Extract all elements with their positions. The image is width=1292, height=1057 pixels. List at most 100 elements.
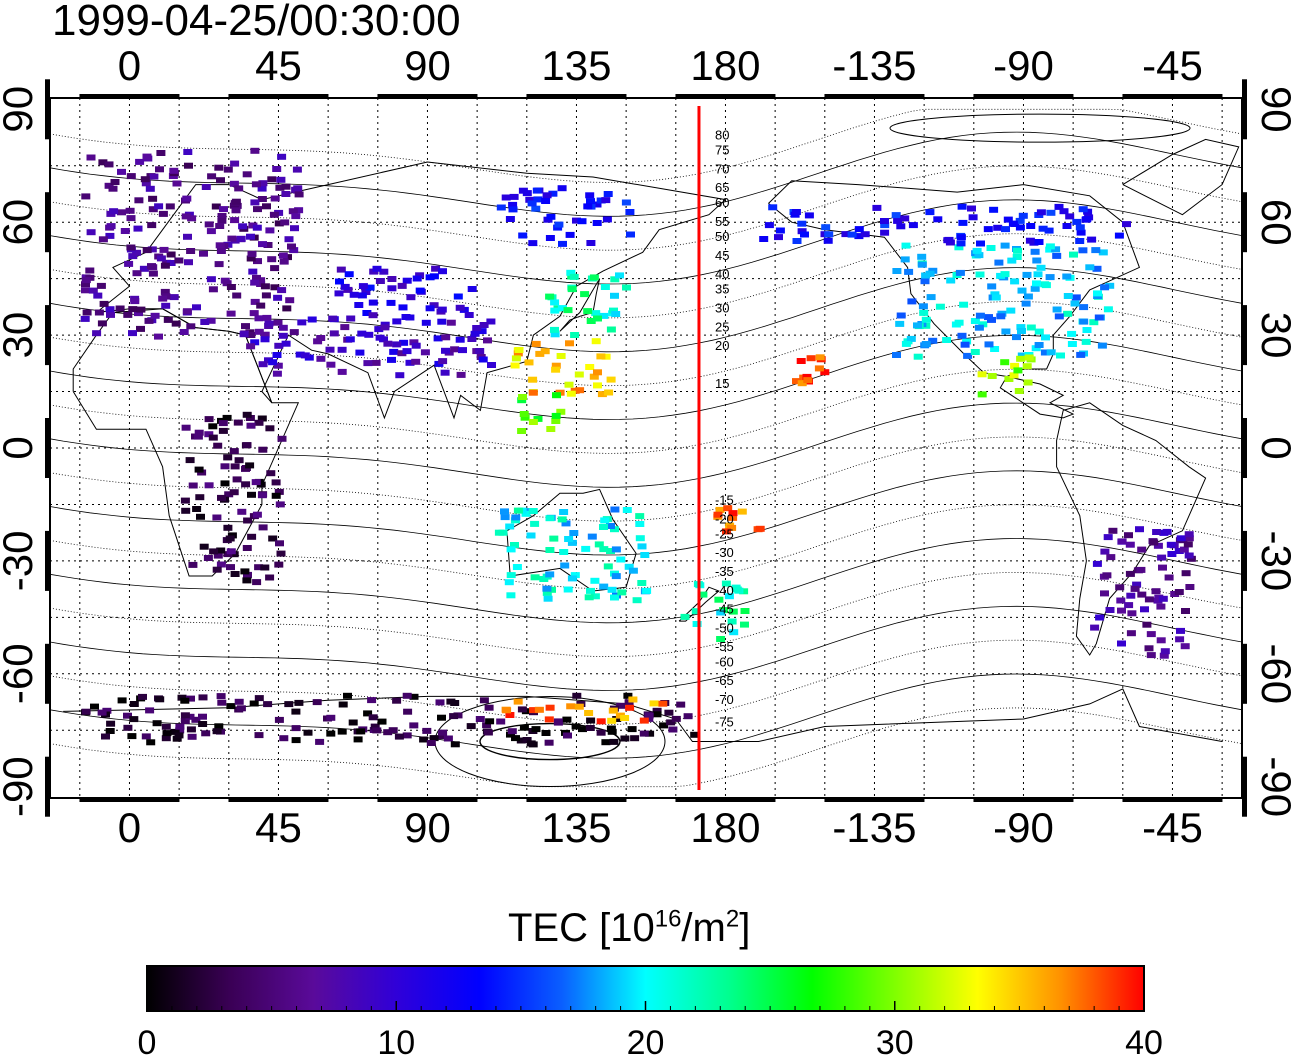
tec-cell [163,316,173,323]
tec-cell [540,348,550,355]
bottom-axis-bar [377,798,478,802]
tec-cell [630,735,640,742]
tec-cell [252,224,262,231]
tec-cell [1100,590,1109,597]
tec-cell [527,200,537,207]
tec-cell [85,267,95,274]
tec-cell [1137,591,1147,598]
tec-cell [120,228,130,234]
tec-cell [1126,630,1136,637]
tec-cell [429,735,439,742]
tec-cell [261,292,271,299]
tec-cell [1082,327,1092,333]
tec-cell [610,292,619,299]
tec-cell [441,334,451,341]
tec-cell [570,572,580,579]
tec-cell [714,596,724,603]
tec-cell [847,231,857,238]
tec-cell [606,326,616,333]
tec-cell [574,703,584,710]
tec-cell [500,508,509,515]
tec-cell [170,728,180,735]
tec-cell [1014,388,1024,394]
tec-cell [1034,342,1044,348]
tec-cell [258,361,268,368]
tec-cell [206,276,216,283]
tec-cell [1026,324,1036,331]
tec-cell [294,207,304,214]
bottom-axis-bar [675,798,776,802]
tec-cell [449,713,459,720]
tec-cell [156,150,166,156]
tec-cell [337,346,347,353]
tec-cell [238,223,248,230]
tec-cell [562,716,572,723]
contour-label: -65 [715,673,734,688]
tec-cell [607,586,617,593]
tec-cell [247,533,257,540]
tec-cell [367,697,377,704]
tec-cell [649,700,659,707]
tec-cell [272,166,282,172]
lat-tick-label-right: 60 [1253,199,1292,246]
tec-cell [625,209,635,215]
tec-cell [986,245,996,251]
tec-cell [666,719,676,726]
lat-tick-label-left: 90 [0,86,41,133]
contour-label: 50 [715,229,729,244]
tec-cell [1160,648,1170,655]
tec-cell [94,309,104,316]
tec-cell [566,703,576,710]
tec-cell [247,250,257,257]
tec-cell [957,203,967,210]
tec-cell [804,212,814,219]
tec-cell [599,312,609,319]
tec-cell [81,708,91,715]
tec-cell [204,482,214,489]
tec-cell [141,180,151,187]
tec-cell [147,222,157,229]
tec-cell [222,280,232,287]
lon-tick-label-bottom: -90 [993,804,1054,851]
tec-cell [1151,588,1161,595]
tec-cell [1135,526,1144,533]
lat-tick-label-left: -90 [0,756,41,817]
axes: 0 0 45 45 90 90 135 135 180 180 -135 -135 -90 -90 -45 -… [0,42,1292,851]
tec-cell [181,507,191,514]
tec-cell [525,196,535,203]
tec-cell [213,552,223,559]
tec-cell [637,543,647,550]
tec-cell [1116,597,1126,604]
tec-cell [1181,608,1190,614]
tec-cell [1184,535,1194,542]
tec-cell [935,303,945,310]
tec-cell [512,564,522,570]
tec-cell [768,204,778,211]
tec-cell [204,431,214,438]
top-axis-bar [675,94,776,98]
contour-label: -50 [715,620,734,635]
tec-cell [880,218,889,224]
tec-cell [1085,264,1095,271]
tec-cell [508,201,518,208]
lat-tick-label-right: 90 [1253,86,1292,133]
tec-cell [155,696,165,703]
tec-cell [149,173,159,180]
tec-cell [487,362,496,368]
tec-cell [475,348,485,354]
tec-cell [291,737,301,744]
tec-cell [123,311,133,318]
tec-cell [755,525,765,532]
tec-cell [1183,541,1193,548]
lon-tick-label-top: -45 [1142,42,1203,89]
tec-cell [208,286,218,293]
tec-cell [159,246,169,253]
tec-cell [1078,247,1088,254]
tec-cell [561,520,571,527]
tec-cell [1004,376,1014,382]
tec-cell [277,153,287,160]
tec-cell [180,718,190,724]
tec-cell [854,226,864,233]
tec-cell [860,231,870,238]
tec-cell [340,324,350,331]
